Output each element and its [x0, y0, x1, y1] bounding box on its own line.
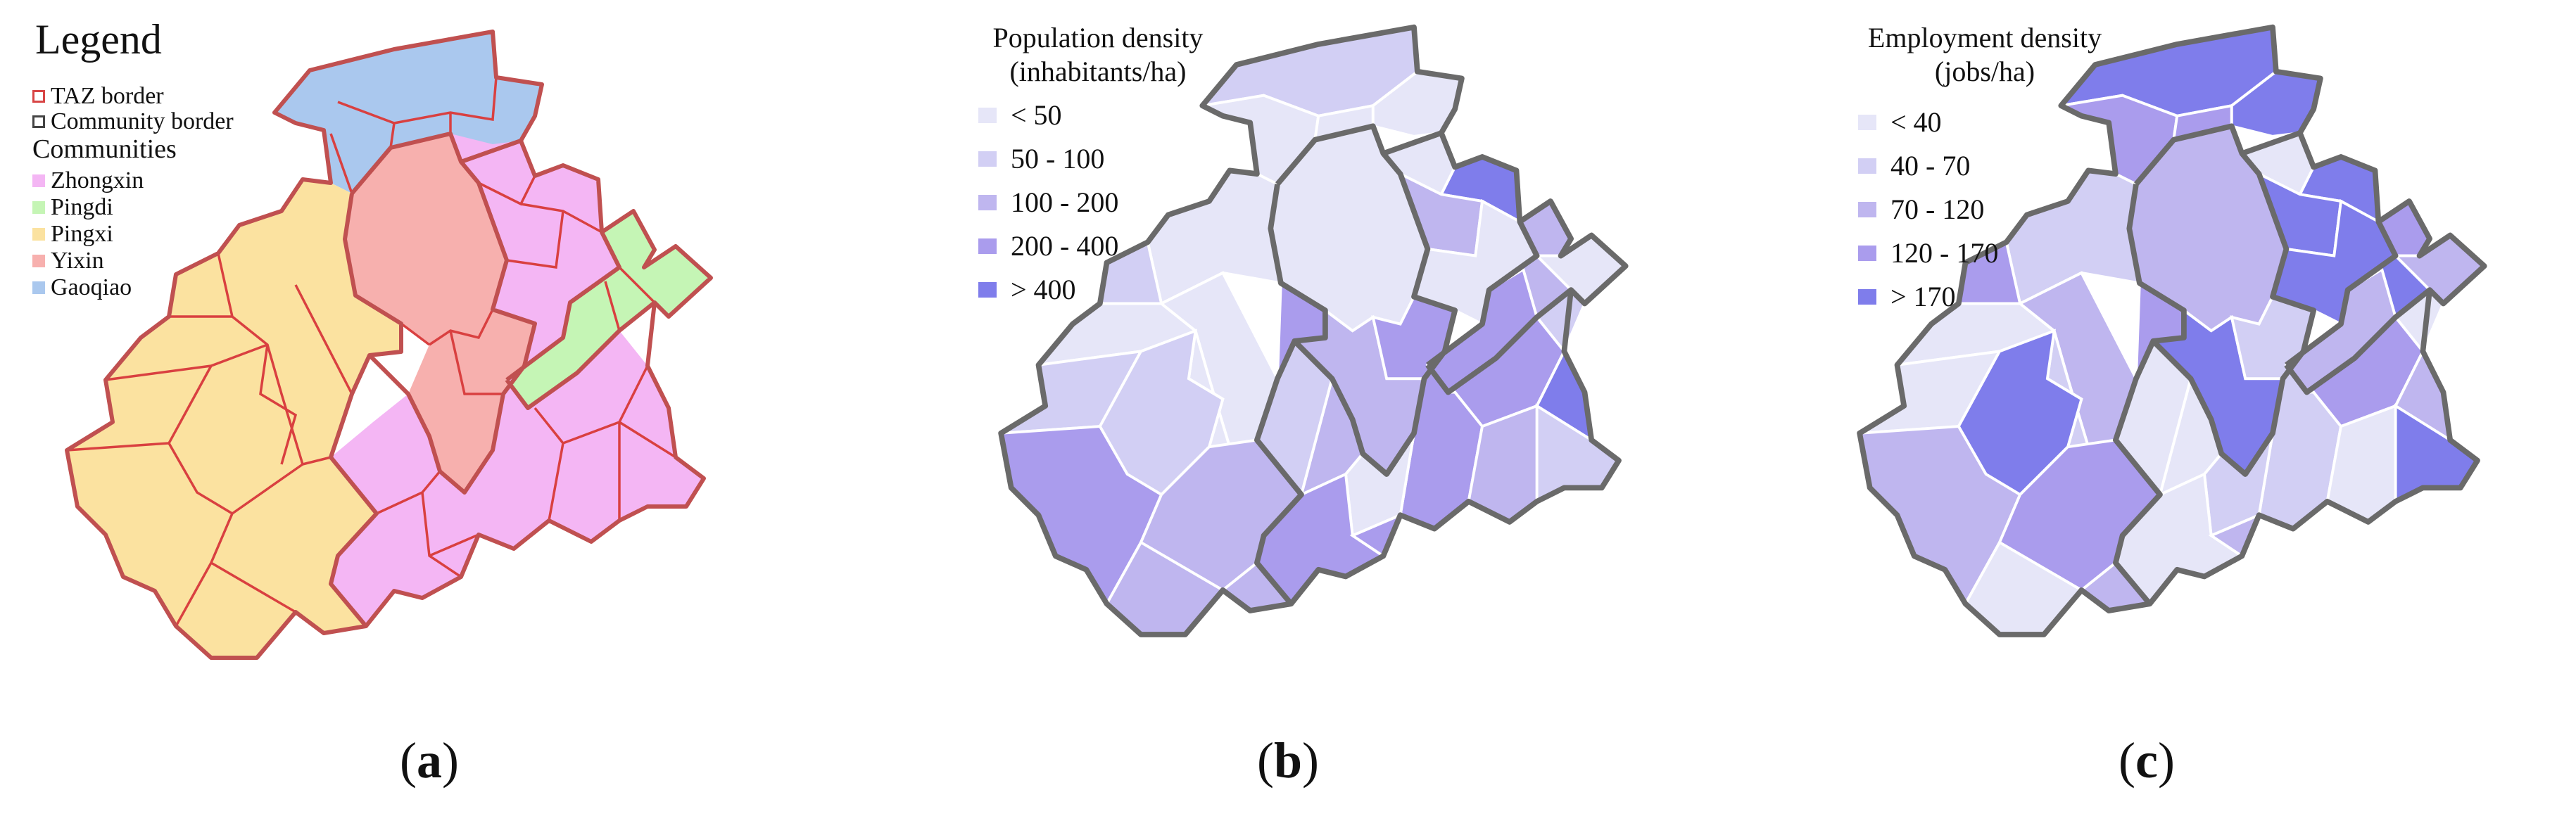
density-class-label: > 400 — [1011, 274, 1076, 305]
density-class-label: 70 - 120 — [1890, 193, 1985, 225]
legend-community-gaoqiao: Gaoqiao — [32, 276, 132, 300]
density-class-swatch — [978, 194, 997, 210]
employment-density-title: Employment density (jobs/ha) — [1867, 22, 2102, 87]
community-label: Pingdi — [51, 194, 113, 220]
community-label: Pingxi — [51, 221, 113, 247]
community-pingdi[interactable] — [507, 211, 711, 408]
study-area-outline — [1857, 24, 2487, 637]
community-yixin[interactable] — [345, 134, 535, 492]
taz-borders — [66, 77, 676, 627]
density-class-row: > 400 — [978, 273, 1076, 306]
density-class-label: < 50 — [1011, 99, 1062, 131]
study-area-outline — [998, 24, 1629, 637]
community-map — [65, 30, 713, 660]
density-class-swatch — [1858, 114, 1876, 130]
community-swatch — [32, 201, 45, 214]
density-class-row: 50 - 100 — [978, 142, 1104, 175]
community-swatch — [32, 281, 45, 294]
legend-taz-border: TAZ border — [32, 84, 164, 108]
community-border-lines — [1254, 123, 1573, 606]
legend-title: Legend — [35, 16, 162, 63]
density-class-row: 100 - 200 — [978, 186, 1118, 219]
community-swatch — [32, 174, 45, 187]
density-class-label: 120 - 170 — [1890, 237, 1999, 269]
community-border-lines — [2113, 123, 2432, 606]
density-class-row: < 40 — [1858, 106, 1942, 139]
communities-heading: Communities — [32, 134, 177, 164]
legend-community-yixin: Yixin — [32, 249, 104, 273]
density-class-swatch — [978, 107, 997, 123]
caption-c: (c) — [2119, 732, 2175, 789]
density-class-swatch — [1858, 288, 1876, 305]
population-density-map — [998, 24, 1629, 637]
density-class-swatch — [978, 151, 997, 167]
community-swatch — [32, 228, 45, 241]
density-class-swatch — [1858, 201, 1876, 217]
density-class-swatch — [1858, 245, 1876, 261]
community-border-label: Community border — [51, 108, 234, 134]
community-pingxi[interactable] — [67, 179, 401, 658]
community-label: Zhongxin — [51, 167, 144, 193]
density-class-swatch — [978, 238, 997, 254]
legend-community-pingxi: Pingxi — [32, 222, 113, 246]
density-class-label: 40 - 70 — [1890, 150, 1971, 181]
panel-community-map: Legend TAZ border Community border Commu… — [0, 0, 859, 828]
panel-employment-density: Employment density (jobs/ha) < 40 40 - 70… — [1717, 0, 2576, 828]
density-class-swatch — [978, 281, 997, 298]
population-density-title: Population density (inhabitants/ha) — [992, 22, 1204, 87]
community-border-swatch — [32, 115, 45, 128]
legend-community-pingdi: Pingdi — [32, 196, 113, 219]
density-class-row: < 50 — [978, 98, 1062, 132]
community-label: Gaoqiao — [51, 274, 132, 300]
employment-density-map — [1857, 24, 2487, 637]
community-label: Yixin — [51, 248, 104, 274]
community-swatch — [32, 255, 45, 267]
taz-border-swatch — [32, 90, 45, 103]
caption-a: (a) — [400, 732, 459, 789]
density-class-row: > 170 — [1858, 280, 1956, 313]
legend-community-border: Community border — [32, 110, 234, 134]
density-class-row: 40 - 70 — [1858, 149, 1970, 182]
density-class-row: 200 - 400 — [978, 229, 1118, 262]
density-class-swatch — [1858, 158, 1876, 174]
taz-border-label: TAZ border — [51, 83, 164, 109]
density-class-row: 70 - 120 — [1858, 193, 1984, 226]
density-class-label: 200 - 400 — [1011, 230, 1119, 262]
density-class-label: > 170 — [1890, 281, 1956, 312]
density-class-label: 50 - 100 — [1011, 143, 1105, 174]
panel-population-density: Population density (inhabitants/ha) < 50… — [859, 0, 1717, 828]
density-class-row: 120 - 170 — [1858, 236, 1998, 269]
density-class-label: < 40 — [1890, 106, 1942, 138]
community-borders — [65, 30, 713, 660]
legend-community-zhongxin: Zhongxin — [32, 169, 144, 193]
caption-b: (b) — [1256, 732, 1319, 789]
density-class-label: 100 - 200 — [1011, 186, 1119, 218]
